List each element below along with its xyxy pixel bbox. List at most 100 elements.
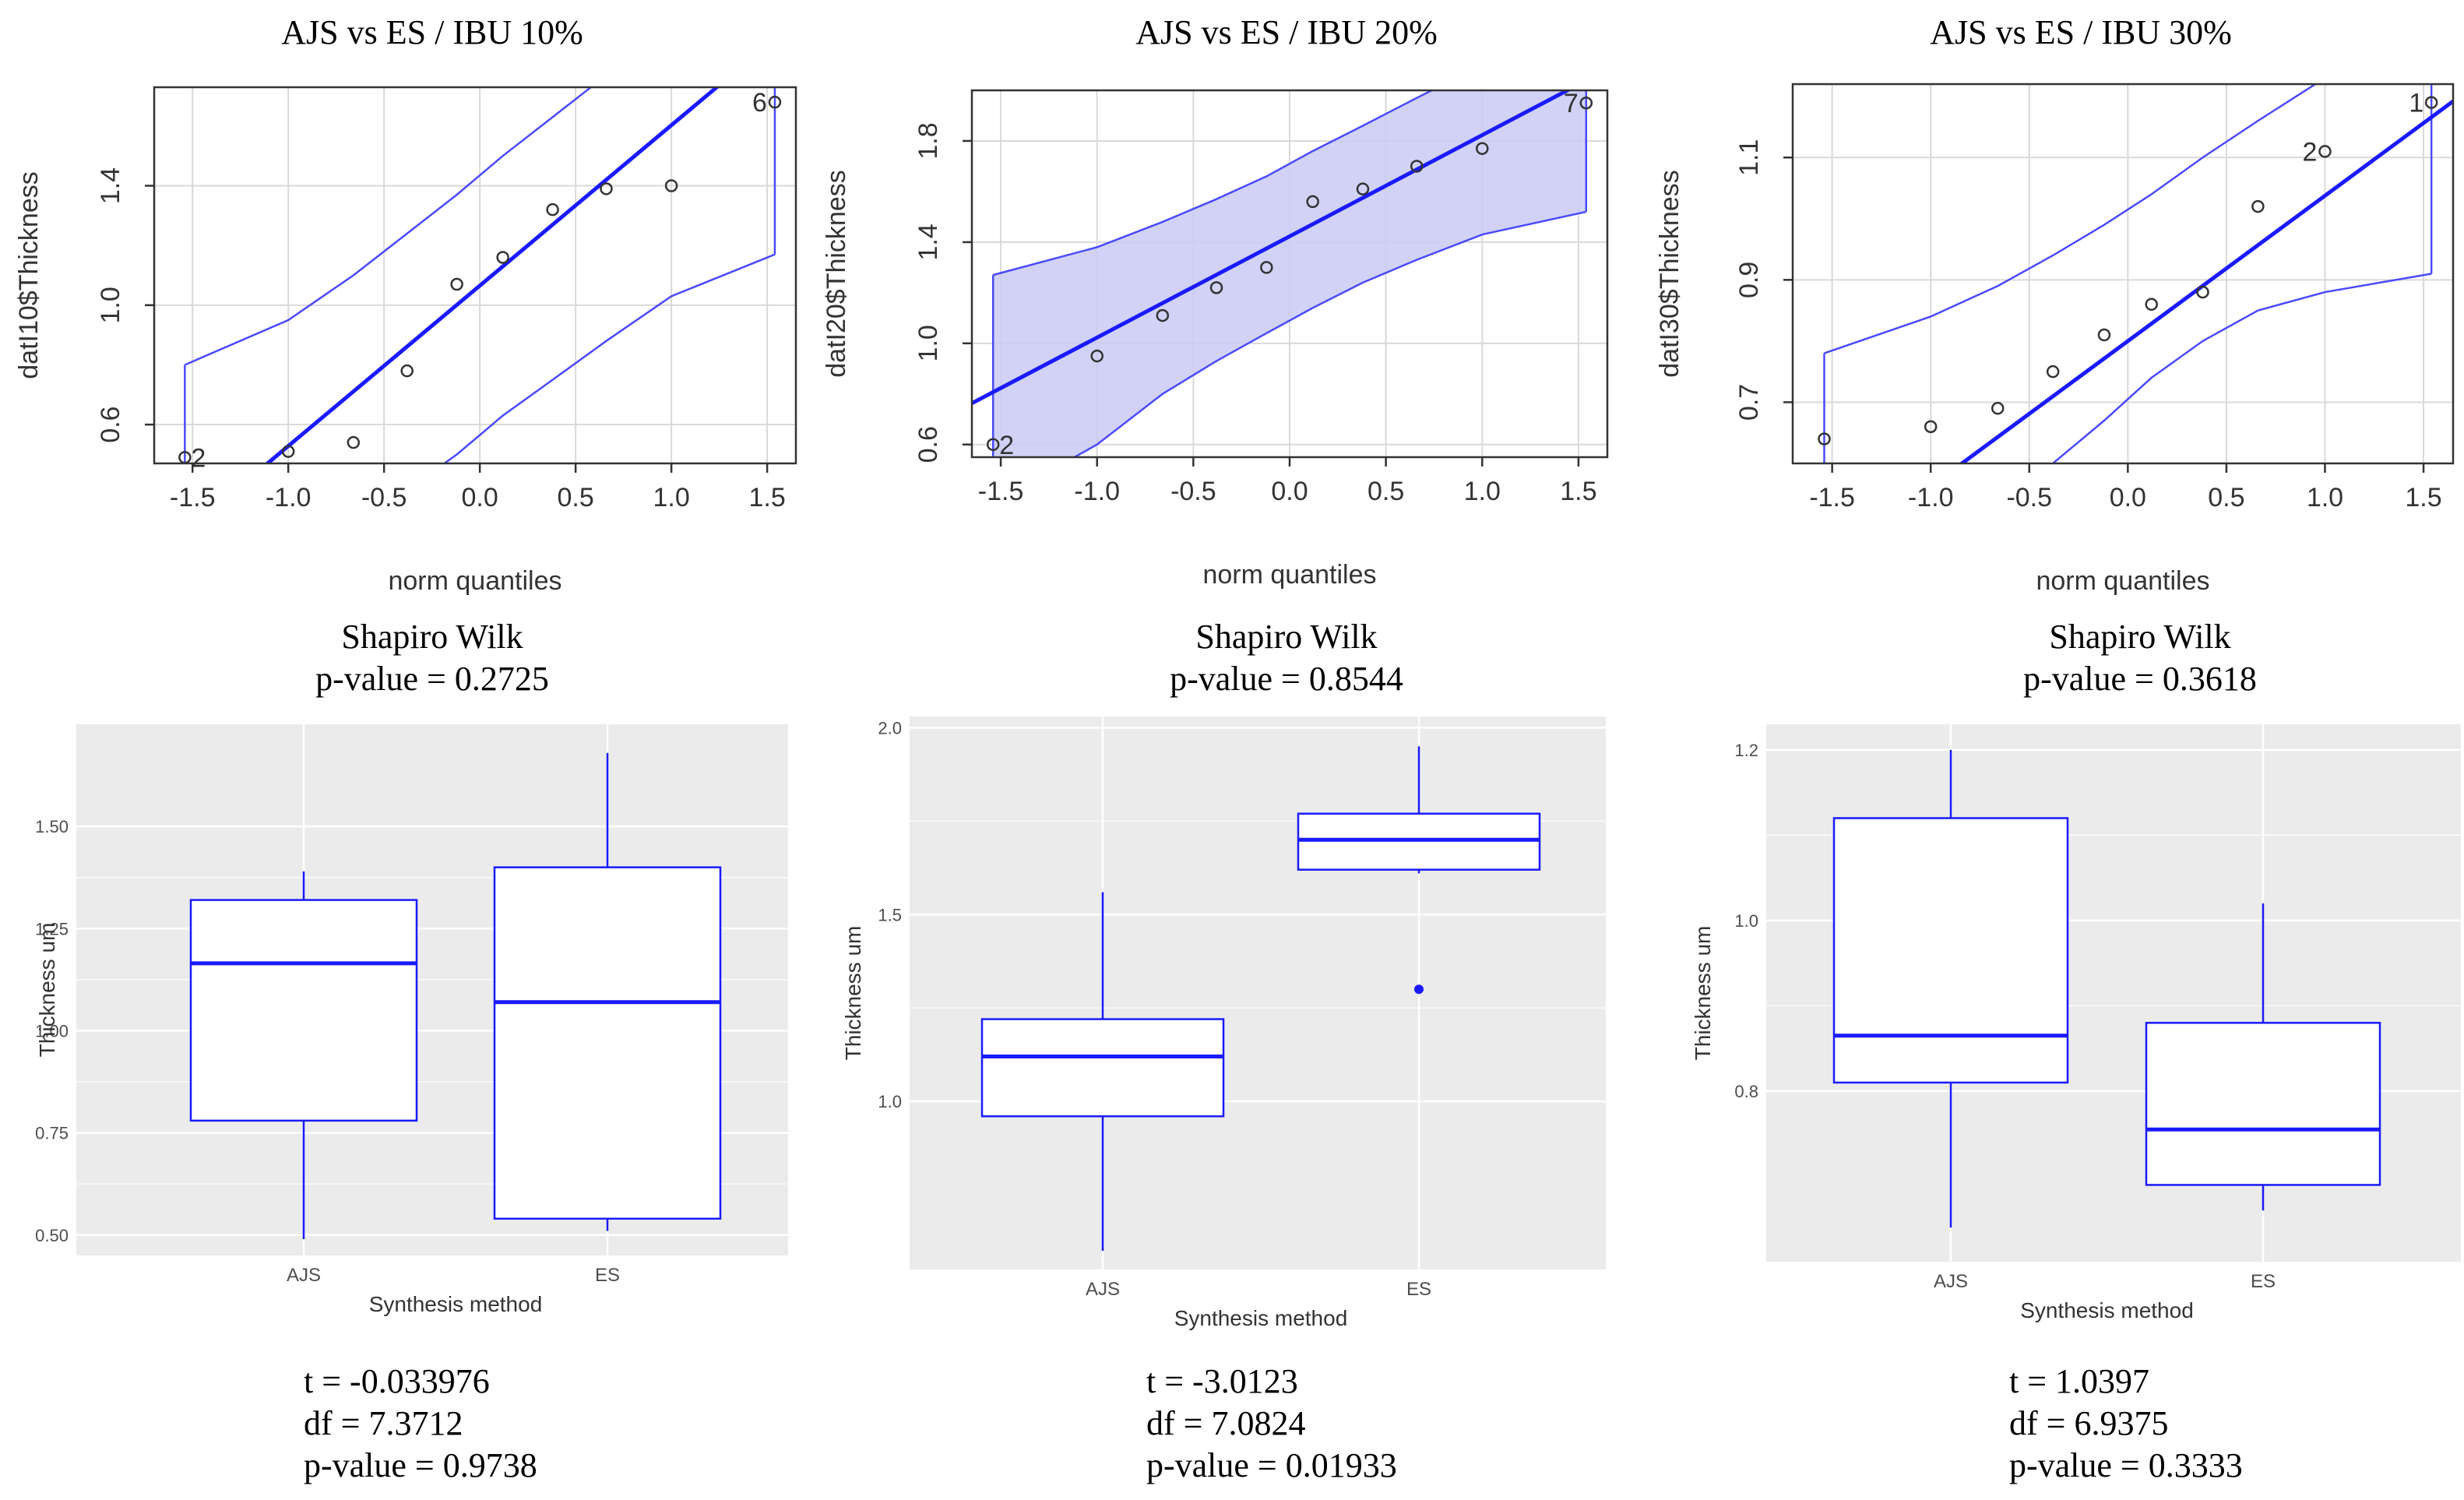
data-point	[1090, 349, 1104, 363]
box-iqr	[1832, 817, 2069, 1084]
y-tick-label: 1.4	[96, 167, 125, 204]
y-tick-label: 1.0	[1734, 911, 1758, 931]
data-point	[400, 364, 414, 378]
data-point	[1924, 420, 1938, 434]
data-point	[2424, 96, 2438, 109]
box-iqr	[189, 899, 418, 1122]
data-point	[2318, 145, 2332, 158]
t-test-p-value: p-value = 0.9738	[304, 1446, 537, 1484]
y-tick-label: 1.00	[35, 1021, 69, 1040]
x-tick-label: 0.0	[462, 483, 498, 512]
degrees-of-freedom: df = 7.3712	[304, 1404, 463, 1442]
x-tick-label: -0.5	[361, 483, 407, 512]
data-point	[2145, 298, 2158, 312]
x-category-label: AJS	[1934, 1271, 1968, 1292]
t-statistic: t = -3.0123	[1146, 1362, 1298, 1400]
data-point	[600, 182, 613, 195]
y-tick-label: 0.6	[96, 407, 125, 443]
t-test-block-ibu10: t = -0.033976 df = 7.3712 p-value = 0.97…	[304, 1362, 537, 1484]
envelope-upper	[1824, 84, 2318, 354]
shapiro-title: Shapiro Wilk	[2049, 618, 2230, 656]
boxplot-ibu30: AJS ES 0.8 1.0 1.2 Synthesis method Thickness …	[1691, 724, 2461, 1322]
data-point	[1156, 308, 1170, 322]
envelope-edges	[1823, 84, 2433, 463]
qq-plot-ibu10: AJS vs ES / IBU 10% 2 6 -1.5 -1.0 -0.5 0.0 0.5 1…	[14, 13, 797, 596]
y-tick-label: 0.50	[35, 1226, 69, 1245]
envelope-upper	[184, 87, 593, 366]
data-point	[1579, 96, 1593, 110]
data-point	[546, 202, 559, 217]
x-axis-label: Synthesis method	[2020, 1298, 2194, 1322]
y-tick-label: 1.0	[96, 287, 125, 323]
data-point	[450, 277, 463, 291]
y-axis-label: datI10$Thickness	[14, 171, 44, 379]
point-label: 2	[999, 431, 1014, 460]
x-category-label: ES	[595, 1265, 620, 1286]
y-tick-label: 1.0	[913, 325, 943, 361]
data-point	[281, 445, 295, 458]
x-tick-label: 1.5	[748, 483, 785, 512]
t-test-block-ibu20: t = -3.0123 df = 7.0824 p-value = 0.0193…	[1146, 1362, 1397, 1484]
t-test-block-ibu30: t = 1.0397 df = 6.9375 p-value = 0.3333	[2009, 1362, 2243, 1484]
degrees-of-freedom: df = 6.9375	[2009, 1404, 2168, 1442]
x-tick-label: 0.5	[2208, 483, 2244, 512]
t-test-p-value: p-value = 0.01933	[1146, 1446, 1397, 1484]
chart-title: AJS vs ES / IBU 10%	[281, 13, 583, 51]
x-tick-label: 0.0	[2110, 483, 2146, 512]
data-point	[2251, 199, 2265, 213]
boxplot-ibu10: AJS ES 0.50 0.75 1.00 1.25 1.50 Synthesis metho…	[35, 724, 788, 1316]
confidence-envelope	[991, 90, 1588, 457]
reference-line	[1959, 99, 2453, 463]
envelope-lower	[442, 253, 776, 463]
y-axis-label: datI20$Thickness	[822, 170, 851, 378]
x-tick-label: -0.5	[1170, 477, 1216, 506]
envelope-upper	[992, 90, 1434, 276]
x-tick-label: 1.0	[653, 483, 689, 512]
data-point	[664, 179, 678, 192]
data-point	[1306, 195, 1319, 209]
data-point	[347, 435, 361, 449]
x-axis-label: norm quantiles	[388, 566, 561, 596]
shapiro-block-ibu10: Shapiro Wilk p-value = 0.2725	[315, 618, 549, 698]
x-tick-label: -1.0	[266, 483, 312, 512]
plot-frame	[1791, 83, 2455, 465]
y-tick-label: 1.5	[878, 905, 902, 924]
shapiro-block-ibu30: Shapiro Wilk p-value = 0.3618	[2023, 618, 2257, 698]
qq-plot-ibu20: AJS vs ES / IBU 20% 2 7 -1.5 -1.0 -0.5 0.0 0.5 1…	[822, 13, 1609, 590]
data-point	[1410, 160, 1424, 173]
x-axis-label: norm quantiles	[1202, 560, 1376, 590]
x-tick-label: 0.5	[1368, 477, 1404, 506]
y-tick-label: 0.6	[913, 426, 943, 463]
envelope-edges	[991, 90, 1588, 457]
chart-title: AJS vs ES / IBU 30%	[1930, 13, 2232, 51]
t-statistic: t = 1.0397	[2009, 1362, 2149, 1400]
data-point	[496, 251, 509, 264]
confidence-envelope	[1823, 84, 2433, 463]
y-axis-label: datI30$Thickness	[1655, 170, 1684, 378]
y-tick-label: 0.75	[35, 1124, 69, 1143]
point-label: 6	[752, 88, 767, 118]
boxplot-ibu20: AJS ES 1.0 1.5 2.0 Synthesis method Thickness …	[841, 717, 1606, 1330]
t-statistic: t = -0.033976	[304, 1362, 490, 1400]
y-tick-label: 1.2	[1734, 741, 1758, 760]
x-category-label: AJS	[1086, 1279, 1120, 1300]
shapiro-p-value: p-value = 0.8544	[1170, 660, 1403, 698]
x-axis-label: norm quantiles	[2036, 566, 2209, 596]
data-point	[2046, 364, 2060, 379]
y-tick-label: 1.4	[913, 224, 943, 260]
x-tick-label: 1.5	[1560, 477, 1596, 506]
box-iqr	[980, 1018, 1225, 1118]
x-tick-label: -1.0	[1908, 483, 1954, 512]
t-test-p-value: p-value = 0.3333	[2009, 1446, 2243, 1484]
data-point	[1818, 432, 1831, 445]
x-tick-label: 1.5	[2405, 483, 2441, 512]
grid	[1793, 84, 2453, 463]
data-point	[1209, 281, 1223, 294]
data-point	[1260, 261, 1273, 274]
x-tick-label: -1.5	[1809, 483, 1855, 512]
y-tick-label: 1.0	[878, 1092, 902, 1111]
plot-frame	[153, 86, 797, 465]
y-axis-label: Thickness um	[1691, 926, 1715, 1061]
y-tick-label: 1.1	[1734, 139, 1764, 176]
